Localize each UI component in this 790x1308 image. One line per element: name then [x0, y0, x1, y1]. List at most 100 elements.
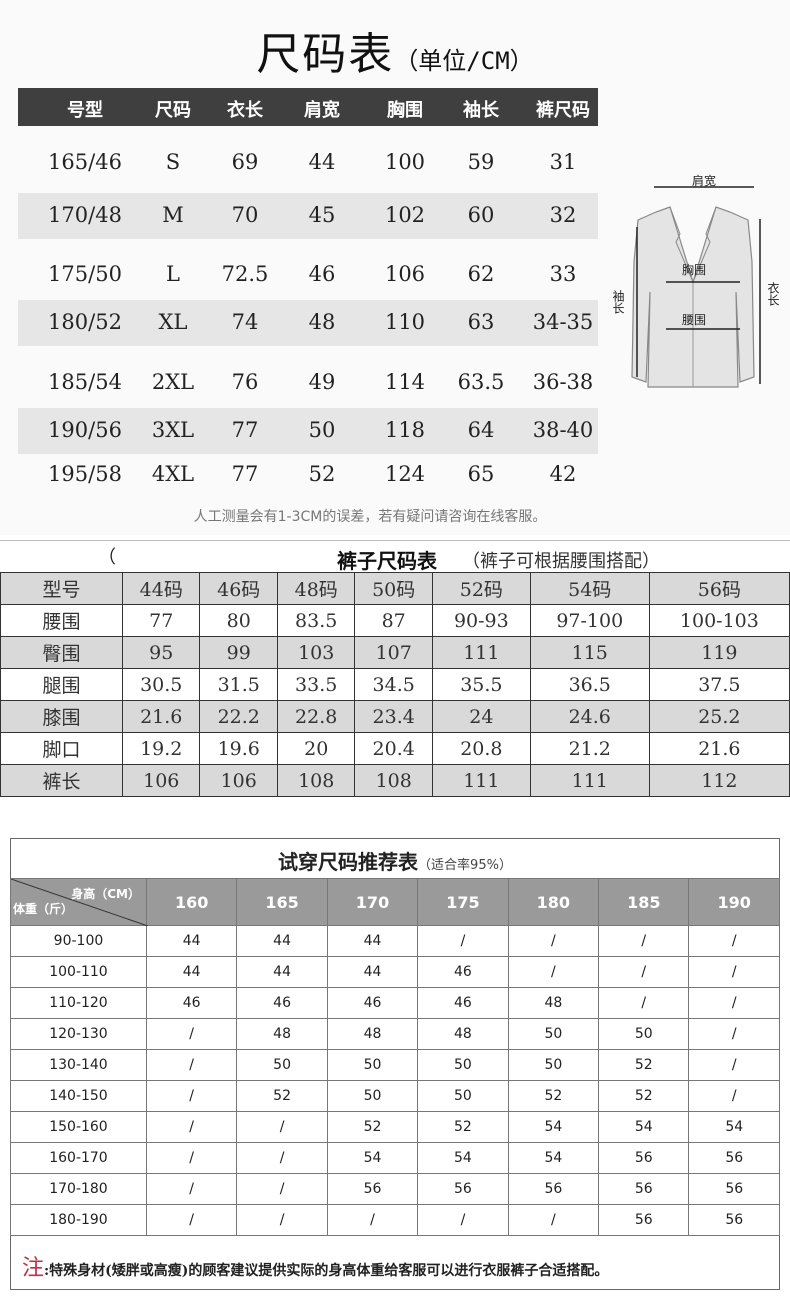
row-label: 腰围: [0, 604, 123, 637]
pants-cell: 24: [431, 700, 531, 733]
recommend-cell: 44: [326, 925, 419, 957]
pants-cell: 44码: [121, 572, 201, 605]
recommend-cell: 50: [417, 1080, 509, 1112]
size-row: 165/46 S 69 44 100 59 31: [18, 140, 598, 186]
height-cell: 190: [688, 878, 780, 926]
pants-cell: 36.5: [529, 668, 650, 701]
recommend-cell: 52: [507, 1080, 600, 1112]
recommend-cell: 44: [145, 925, 238, 957]
pants-cell: 46码: [199, 572, 278, 605]
weight-range: 160-170: [10, 1142, 147, 1174]
pants-cell: 77: [121, 604, 201, 637]
pants-cell: 22.2: [199, 700, 278, 733]
weight-row: 110-120 46 46 46 46 48//: [10, 987, 780, 1019]
special-size-note: 注:特殊身材(矮胖或高瘦)的顾客建议提供实际的身高体重给客服可以进行衣服裤子合适…: [22, 1250, 608, 1282]
label-sleeve: 袖长: [611, 289, 625, 314]
recommend-cell: 54: [326, 1142, 419, 1174]
recommend-cell: /: [688, 987, 780, 1019]
size-cell: 34-35: [532, 310, 594, 334]
size-cell: 77: [231, 418, 259, 442]
unit-text: （单位/CM）: [394, 47, 534, 75]
recommend-cell: 50: [326, 1080, 419, 1112]
weight-range: 140-150: [10, 1080, 147, 1112]
weight-label: 体重（斤）: [13, 902, 74, 916]
recommend-cell: 52: [417, 1111, 509, 1143]
weight-row: 90-100 44 44 44// / /: [10, 925, 780, 957]
size-cell: 60: [467, 203, 495, 227]
recommend-cell: 46: [145, 987, 238, 1019]
weight-range: 110-120: [10, 987, 147, 1019]
pants-cell: 108: [354, 764, 433, 797]
pants-cell: 111: [431, 764, 531, 797]
recommend-cell: 50: [326, 1049, 419, 1081]
jacket-measurement-diagram: 肩宽 胸围 腰围 袖长 衣长: [611, 173, 780, 388]
recommend-cell: 52: [326, 1111, 419, 1143]
recommend-cell: /: [688, 1080, 780, 1112]
weight-range: 170-180: [10, 1173, 147, 1205]
recommend-cell: 56: [417, 1173, 509, 1205]
size-cell: 190/56: [48, 418, 122, 442]
measurement-note: 人工测量会有1-3CM的误差，若有疑问请咨询在线客服。: [193, 509, 547, 525]
weight-row: 150-160//52 52 54 54 54: [10, 1111, 780, 1143]
size-cell: S: [165, 150, 181, 174]
size-cell: 63.5: [457, 370, 505, 394]
pants-cell: 119: [648, 636, 790, 669]
size-cell: 77: [231, 462, 259, 486]
corner-cell: 身高（CM） 体重（斤）: [10, 878, 148, 926]
pants-cell: 112: [648, 764, 790, 797]
header-cell: 裤尺码: [536, 100, 590, 121]
recommend-cell: 56: [688, 1204, 780, 1236]
size-cell: 31: [549, 150, 577, 174]
pants-cell: 50码: [354, 572, 433, 605]
size-cell: 65: [467, 462, 495, 486]
label-waist: 腰围: [682, 313, 706, 327]
stray-paren: （: [98, 547, 116, 568]
row-label: 腿围: [0, 668, 123, 701]
recommend-title-text: 试穿尺码推荐表: [278, 850, 419, 874]
recommend-cell: /: [417, 925, 509, 957]
pants-cell: 35.5: [431, 668, 531, 701]
recommend-cell: 54: [688, 1111, 780, 1143]
recommend-cell: /: [145, 1080, 238, 1112]
size-row: 185/54 2XL 76 49 114 63.5 36-38: [18, 360, 598, 406]
weight-range: 180-190: [10, 1204, 147, 1236]
recommend-cell: 44: [236, 925, 328, 957]
recommend-size-table: 身高（CM） 体重（斤） 160 165 170 175 180 185 190 90-100 44…: [10, 878, 780, 1236]
pants-chart-title: （ 裤子尺码表 （裤子可根据腰围搭配）: [0, 540, 790, 573]
pants-cell: 20.4: [354, 732, 433, 765]
size-table-header: 号型 尺码 衣长 肩宽 胸围 袖长 裤尺码: [18, 88, 598, 126]
size-cell: 100: [384, 150, 426, 174]
header-cell: 尺码: [155, 100, 191, 121]
pants-cell: 106: [121, 764, 201, 797]
row-label: 脚口: [0, 732, 123, 765]
recommend-cell: 50: [236, 1049, 328, 1081]
size-cell: XL: [158, 310, 188, 334]
pants-row: 膝围 21.6 22.2 22.8 23.4 24 24.6 25.2: [0, 700, 790, 733]
note-text: :特殊身材(矮胖或高瘦)的顾客建议提供实际的身高体重给客服可以进行衣服裤子合适搭…: [44, 1263, 609, 1279]
weight-row: 120-130/48 48 48 50 50/: [10, 1018, 780, 1050]
height-cell: 165: [236, 878, 328, 926]
size-cell: 118: [384, 418, 426, 442]
pants-cell: 108: [276, 764, 356, 797]
pants-cell: 80: [199, 604, 278, 637]
header-cell: 衣长: [227, 100, 263, 121]
size-cell: 64: [467, 418, 495, 442]
top-size-section: 尺码表（单位/CM） 号型 尺码 衣长 肩宽 胸围 袖长 裤尺码 165/46 S 69 44 10…: [0, 0, 790, 535]
recommend-cell: /: [145, 1204, 238, 1236]
recommend-cell: /: [417, 1204, 509, 1236]
size-cell: 185/54: [48, 370, 122, 394]
size-cell: 69: [231, 150, 259, 174]
weight-row: 100-110 44 44 44 46// /: [10, 956, 780, 988]
pants-cell: 99: [199, 636, 278, 669]
recommend-cell: 56: [598, 1142, 690, 1174]
recommend-cell: /: [688, 925, 780, 957]
recommend-cell: /: [145, 1111, 238, 1143]
recommend-cell: 48: [417, 1018, 509, 1050]
pants-cell: 19.6: [199, 732, 278, 765]
pants-cell: 56码: [648, 572, 790, 605]
recommend-cell: 44: [326, 956, 419, 988]
recommend-cell: /: [598, 925, 690, 957]
pants-cell: 52码: [431, 572, 531, 605]
pants-cell: 106: [199, 764, 278, 797]
recommend-cell: /: [236, 1204, 328, 1236]
